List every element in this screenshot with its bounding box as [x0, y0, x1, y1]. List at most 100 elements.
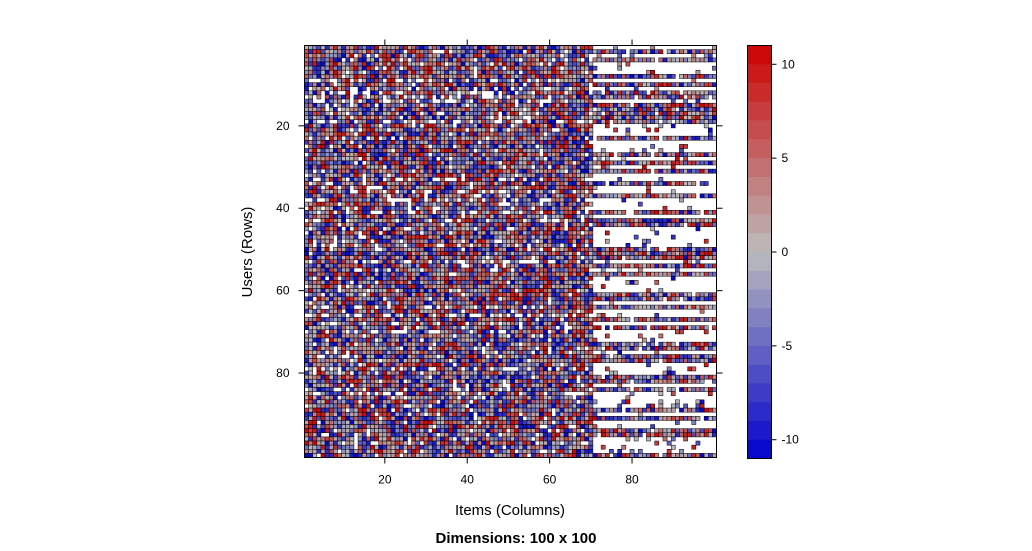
heatmap-cell	[464, 115, 470, 120]
heatmap-cell	[382, 111, 388, 116]
heatmap-cell	[431, 148, 437, 153]
heatmap-cell	[440, 267, 445, 273]
heatmap-cell	[629, 296, 635, 302]
heatmap-cell	[493, 57, 499, 63]
heatmap-cell	[629, 222, 635, 228]
heatmap-cell	[324, 156, 330, 162]
heatmap-cell	[522, 69, 528, 75]
heatmap-cell	[452, 107, 458, 112]
heatmap-cell	[580, 82, 585, 87]
heatmap-cell	[448, 296, 454, 302]
heatmap-cell	[518, 152, 524, 157]
heatmap-cell	[436, 255, 441, 260]
heatmap-cell	[592, 49, 598, 54]
heatmap-cell	[522, 193, 528, 199]
heatmap-cell	[382, 317, 388, 322]
heatmap-cell	[580, 304, 585, 310]
heatmap-cell	[394, 308, 400, 314]
heatmap-cell	[518, 247, 524, 252]
heatmap-cell	[576, 152, 581, 157]
heatmap-cell	[349, 263, 355, 269]
heatmap-cell	[580, 65, 585, 71]
heatmap-cell	[349, 296, 355, 302]
heatmap-cell	[415, 127, 421, 133]
heatmap-cell	[555, 82, 561, 87]
heatmap-cell	[341, 140, 346, 145]
heatmap-cell	[551, 152, 557, 157]
heatmap-cell	[695, 304, 701, 310]
heatmap-cell	[316, 185, 322, 190]
heatmap-cell	[407, 94, 412, 100]
heatmap-cell	[584, 308, 590, 314]
heatmap-cell	[485, 280, 491, 285]
heatmap-cell	[613, 74, 618, 79]
heatmap-cell	[534, 243, 540, 248]
heatmap-cell	[637, 102, 643, 108]
heatmap-cell	[481, 251, 487, 256]
heatmap-cell	[431, 111, 437, 116]
heatmap-cell	[506, 292, 511, 298]
heatmap-cell	[324, 127, 330, 133]
heatmap-cell	[370, 292, 375, 298]
heatmap-cell	[448, 102, 454, 108]
heatmap-cell	[518, 304, 524, 310]
heatmap-cell	[464, 61, 470, 67]
heatmap-cell	[633, 234, 639, 240]
heatmap-cell	[341, 197, 346, 203]
heatmap-cell	[386, 177, 392, 182]
heatmap-cell	[341, 263, 346, 269]
heatmap-cell	[514, 296, 519, 302]
heatmap-cell	[477, 172, 482, 178]
heatmap-cell	[460, 69, 466, 75]
heatmap-cell	[646, 57, 651, 63]
heatmap-cell	[341, 102, 346, 108]
heatmap-cell	[328, 251, 334, 256]
heatmap-cell	[526, 144, 532, 149]
heatmap-cell	[390, 222, 396, 228]
heatmap-cell	[333, 181, 338, 186]
heatmap-cell	[588, 230, 594, 236]
heatmap-cell	[543, 300, 548, 306]
heatmap-cell	[444, 144, 449, 149]
heatmap-cell	[333, 193, 338, 199]
heatmap-cell	[407, 123, 412, 129]
heatmap-cell	[386, 263, 392, 269]
heatmap-cell	[514, 234, 519, 240]
heatmap-cell	[394, 267, 400, 273]
heatmap-cell	[357, 140, 363, 145]
heatmap-cell	[390, 226, 396, 232]
heatmap-cell	[493, 201, 499, 207]
heatmap-cell	[522, 86, 528, 92]
heatmap-cell	[588, 255, 594, 260]
heatmap-cell	[328, 259, 334, 265]
heatmap-cell	[621, 152, 627, 157]
heatmap-cell	[526, 140, 532, 145]
heatmap-cell	[357, 317, 363, 322]
heatmap-cell	[539, 168, 544, 174]
heatmap-cell	[493, 218, 499, 223]
heatmap-cell	[394, 65, 400, 71]
heatmap-cell	[448, 45, 454, 50]
heatmap-cell	[559, 308, 565, 314]
heatmap-cell	[506, 304, 511, 310]
heatmap-cell	[522, 123, 528, 129]
heatmap-cell	[592, 222, 598, 228]
heatmap-cell	[625, 168, 631, 174]
heatmap-cell	[374, 177, 379, 182]
heatmap-cell	[592, 271, 598, 277]
heatmap-cell	[477, 243, 482, 248]
heatmap-cell	[510, 135, 515, 141]
heatmap-cell	[543, 164, 548, 170]
heatmap-cell	[584, 86, 590, 92]
heatmap-cell	[625, 102, 631, 108]
heatmap-cell	[666, 251, 672, 256]
heatmap-cell	[572, 226, 577, 232]
heatmap-cell	[411, 280, 416, 285]
heatmap-cell	[452, 304, 458, 310]
heatmap-cell	[456, 214, 462, 219]
heatmap-cell	[543, 313, 548, 318]
heatmap-cell	[699, 111, 705, 116]
heatmap-cell	[399, 131, 404, 137]
heatmap-cell	[324, 94, 330, 100]
heatmap-cell	[460, 160, 466, 166]
